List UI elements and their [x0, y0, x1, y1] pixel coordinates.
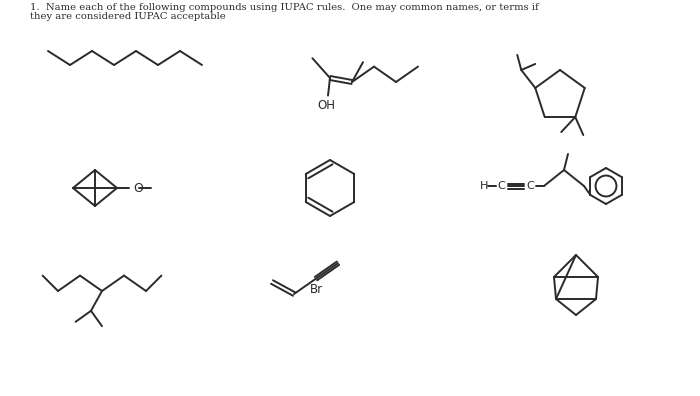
Text: C: C — [497, 181, 505, 191]
Text: they are considered IUPAC acceptable: they are considered IUPAC acceptable — [30, 12, 226, 21]
Text: Br: Br — [309, 283, 323, 295]
Text: C: C — [526, 181, 533, 191]
Text: OH: OH — [317, 99, 335, 112]
Text: 1.  Name each of the following compounds using IUPAC rules.  One may common name: 1. Name each of the following compounds … — [30, 3, 539, 12]
Text: O: O — [133, 181, 143, 194]
Text: H: H — [480, 181, 489, 191]
